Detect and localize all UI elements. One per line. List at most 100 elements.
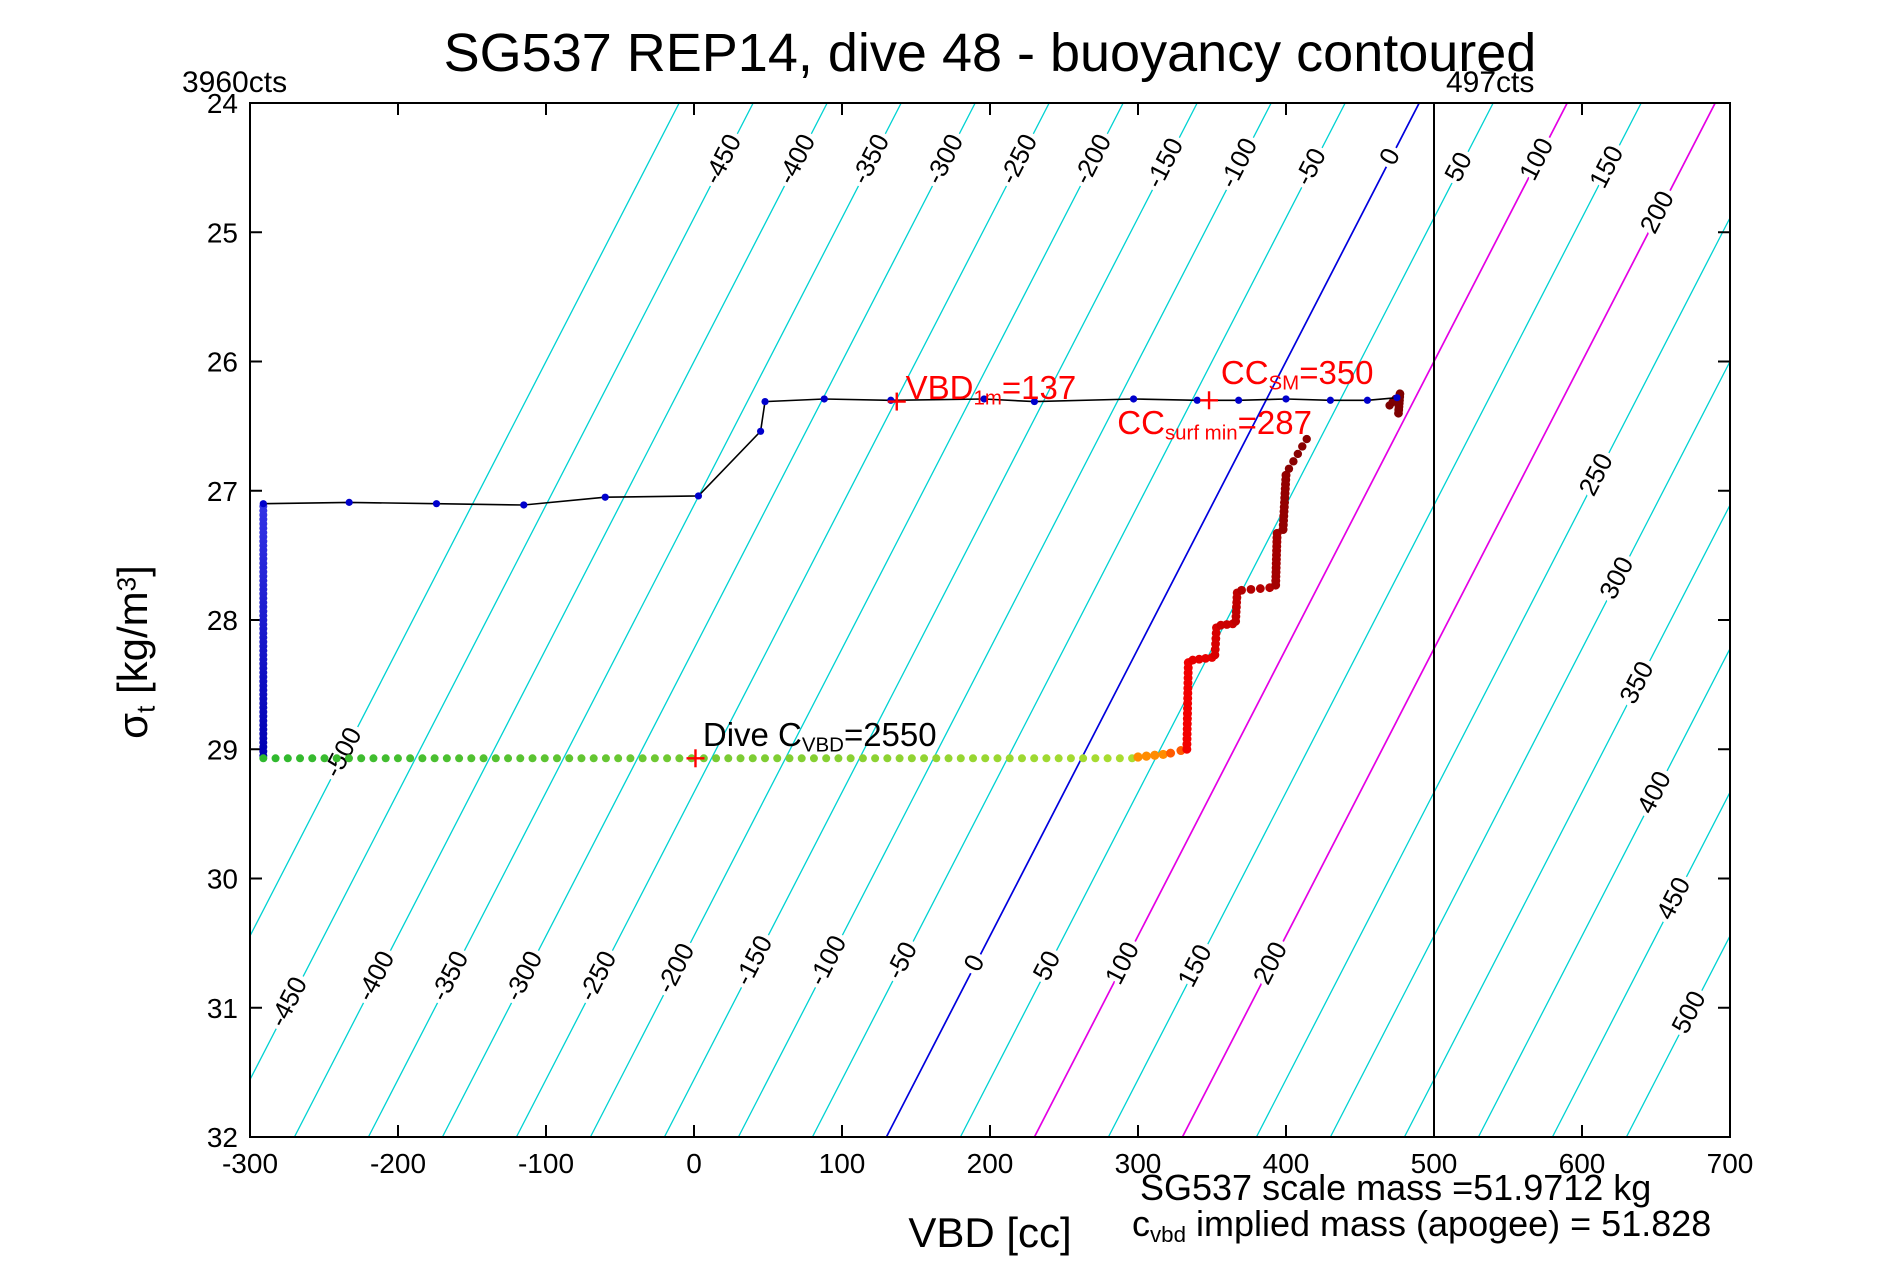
surface-track-point bbox=[1393, 394, 1401, 402]
contour-label: -150 bbox=[1139, 133, 1190, 193]
apogee-point bbox=[357, 754, 366, 763]
apogee-point bbox=[614, 754, 623, 763]
contour-label: -350 bbox=[424, 946, 475, 1006]
apogee-point bbox=[283, 754, 292, 763]
apogee-point bbox=[785, 754, 794, 763]
climb-point bbox=[1237, 585, 1246, 595]
cc-sm-label: CCSM=350 bbox=[1221, 356, 1374, 394]
contour-line--350 bbox=[367, 103, 902, 1137]
surface-track-point bbox=[1282, 395, 1290, 403]
contour-label: -300 bbox=[919, 129, 970, 189]
surface-track-point bbox=[694, 492, 703, 500]
climb-point bbox=[1255, 584, 1265, 593]
cvbd-subscript: vbd bbox=[1150, 1222, 1186, 1248]
contour-line--200 bbox=[589, 103, 1124, 1137]
contour-label: 100 bbox=[1098, 937, 1145, 989]
climb-point bbox=[1188, 655, 1198, 665]
apogee-point bbox=[577, 754, 586, 763]
climb-point bbox=[1201, 653, 1210, 663]
apogee-point bbox=[748, 754, 757, 763]
apogee-point bbox=[846, 754, 855, 763]
surface-track-point bbox=[345, 498, 353, 506]
contour-lines bbox=[250, 103, 1730, 1137]
apogee-point bbox=[442, 754, 451, 763]
climb-point bbox=[1289, 457, 1298, 466]
apogee-point bbox=[393, 754, 402, 763]
apogee-point bbox=[956, 754, 965, 763]
apogee-point bbox=[259, 754, 268, 763]
y-tick-label: 31 bbox=[207, 993, 238, 1024]
apogee-point bbox=[907, 754, 916, 763]
implied-mass-text: cvbd implied mass (apogee) = 51.828 bbox=[1132, 1206, 1711, 1247]
contour-line-100 bbox=[1033, 103, 1568, 1137]
apogee-point bbox=[406, 754, 415, 763]
vbd-1m-label: VBD1m=137 bbox=[906, 371, 1077, 409]
apogee-point bbox=[491, 754, 500, 763]
contour-line--250 bbox=[515, 103, 1050, 1137]
apogee-point bbox=[663, 754, 672, 763]
climb-series bbox=[1133, 389, 1405, 762]
x-tick-label: 400 bbox=[1263, 1148, 1310, 1179]
cvbd-symbol: c bbox=[1132, 1203, 1150, 1244]
cc-surf-min-label-part: =287 bbox=[1237, 403, 1312, 441]
contour-label: 250 bbox=[1572, 448, 1619, 500]
climb-point bbox=[1293, 449, 1303, 459]
apogee-point bbox=[724, 754, 733, 763]
surface-track-point bbox=[432, 500, 441, 508]
apogee-point bbox=[773, 754, 782, 763]
contour-line-500 bbox=[1625, 934, 1730, 1137]
apogee-point bbox=[271, 754, 280, 763]
apogee-point bbox=[589, 754, 598, 763]
contour-label: -250 bbox=[572, 946, 623, 1006]
apogee-point bbox=[871, 754, 880, 763]
surface-track-point bbox=[980, 395, 988, 403]
x-tick-label: 300 bbox=[1115, 1148, 1162, 1179]
apogee-point bbox=[1066, 754, 1075, 763]
x-tick-label: 0 bbox=[686, 1148, 702, 1179]
contour-label: -150 bbox=[728, 930, 779, 990]
contour-label: 50 bbox=[1026, 946, 1066, 985]
surface-track-point bbox=[259, 500, 267, 508]
apogee-point bbox=[418, 754, 427, 763]
climb-point bbox=[1281, 470, 1291, 480]
surface-track-point bbox=[1129, 395, 1138, 403]
climb-point bbox=[1298, 442, 1307, 451]
contour-label: 300 bbox=[1593, 552, 1640, 604]
contour-label: -450 bbox=[697, 129, 748, 189]
y-tick-label: 25 bbox=[207, 217, 238, 248]
apogee-point bbox=[1091, 754, 1100, 763]
contour-label: 150 bbox=[1171, 939, 1218, 991]
contour-label: -200 bbox=[650, 938, 701, 998]
contour-label: -400 bbox=[350, 946, 401, 1006]
contour-line-400 bbox=[1477, 647, 1730, 1137]
apogee-point bbox=[479, 754, 488, 763]
apogee-point bbox=[430, 754, 439, 763]
climb-point bbox=[1133, 752, 1143, 762]
surface-track-point bbox=[820, 395, 828, 403]
sigma-symbol: σ bbox=[109, 712, 156, 739]
contour-line-450 bbox=[1551, 790, 1730, 1137]
apogee-point bbox=[760, 754, 769, 763]
contour-line--400 bbox=[293, 103, 828, 1137]
y-tick-label: 26 bbox=[207, 347, 238, 378]
contour-label: -50 bbox=[879, 937, 923, 984]
y-units: [kg/m bbox=[109, 591, 156, 706]
surface-track-point bbox=[887, 396, 895, 404]
dive-c-label: Dive CVBD=2550 bbox=[703, 718, 937, 756]
surface-track-point bbox=[1030, 397, 1038, 406]
y-tick-label: 24 bbox=[207, 88, 238, 119]
contour-label: -400 bbox=[771, 129, 822, 189]
climb-point bbox=[1302, 434, 1311, 444]
dive-c-label-part: VBD bbox=[801, 734, 844, 758]
apogee-point bbox=[638, 754, 647, 763]
contour-label: -250 bbox=[993, 129, 1044, 189]
contour-line-50 bbox=[959, 103, 1494, 1137]
contour-line-300 bbox=[1329, 360, 1730, 1137]
y-tick-label: 29 bbox=[207, 734, 238, 765]
apogee-point bbox=[883, 754, 892, 763]
x-tick-label: 100 bbox=[819, 1148, 866, 1179]
apogee-point bbox=[944, 754, 953, 763]
apogee-point bbox=[1030, 754, 1039, 763]
y-axis-label: σt [kg/m3] bbox=[109, 452, 160, 852]
